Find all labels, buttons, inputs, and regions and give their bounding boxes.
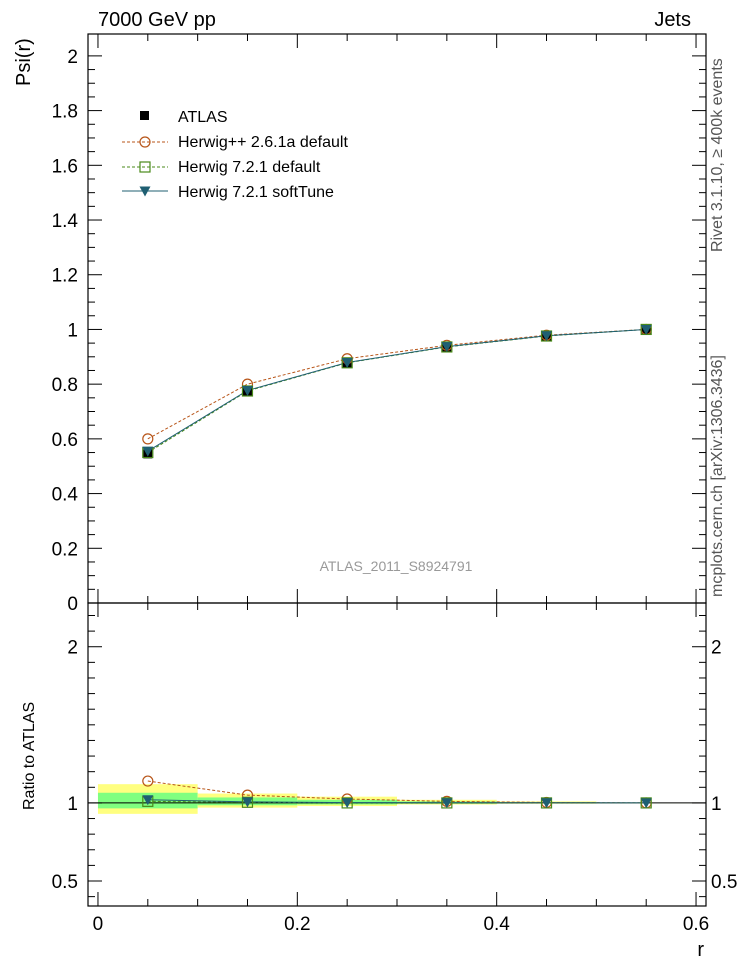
header-left: 7000 GeV pp: [98, 9, 216, 31]
main-ytick-label-6: 1.2: [52, 266, 78, 287]
main-point-3-3: [441, 342, 453, 353]
rivet-label: Rivet 3.1.10, ≥ 400k events: [709, 58, 726, 252]
main-point-3-5: [640, 324, 652, 335]
ratio-ytick-label-left-0: 0.5: [52, 872, 78, 893]
analysis-watermark: ATLAS_2011_S8924791: [320, 558, 473, 574]
main-ytick-label-8: 1.6: [52, 156, 78, 177]
legend-herwigpp-label: Herwig++ 2.6.1a default: [178, 134, 348, 151]
ratio-panel-frame: [87, 602, 707, 907]
main-ytick-label-5: 1: [67, 320, 78, 341]
main-point-3-1: [241, 385, 253, 396]
main-ytick-label-10: 2: [67, 47, 78, 68]
legend-herwig721-softtune-marker: [139, 186, 151, 197]
x-axis-label: r: [697, 939, 704, 961]
ratio-panel-ticks: 0.5 0.5 1 1 2 2 0 0.2 0.4 0.6: [52, 603, 737, 935]
ratio-point-2-3: [441, 798, 453, 809]
ratio-xtick-label-3: 0.6: [683, 914, 709, 935]
main-line-1: [147, 328, 647, 440]
ratio-y-axis-label: Ratio to ATLAS: [21, 702, 38, 810]
ratio-point-0-0: [142, 775, 154, 787]
legend-herwig721-default-marker: [139, 161, 151, 173]
main-ytick-label-1: 0.2: [52, 539, 78, 560]
legend-atlas-marker: [140, 111, 149, 120]
ratio-ytick-label-left-1: 1: [67, 794, 78, 815]
mcplots-label: mcplots.cern.ch [arXiv:1306.3436]: [709, 355, 726, 597]
main-ytick-label-7: 1.4: [52, 211, 79, 232]
legend-atlas-label: ATLAS: [178, 109, 228, 126]
legend-herwigpp-marker: [139, 136, 151, 148]
ratio-xtick-label-1: 0.2: [284, 914, 310, 935]
ratio-point-2-2: [341, 798, 353, 809]
ratio-point-2-5: [640, 798, 652, 809]
ratio-point-2-1: [241, 797, 253, 808]
main-point-1-0: [142, 433, 154, 445]
main-panel-ticks: 0 0.2 0.4 0.6 0.8 1 1.2 1.4 1.6 1.8 2: [52, 34, 706, 615]
ratio-ytick-label-right-2: 2: [711, 638, 722, 659]
main-point-3-0: [142, 446, 154, 457]
legend: ATLAS Herwig++ 2.6.1a default Herwig 7.2…: [122, 109, 348, 201]
ratio-panel-series: [142, 775, 652, 809]
main-panel-series: [142, 323, 652, 459]
legend-herwig721-default-label: Herwig 7.2.1 default: [178, 159, 321, 176]
main-ytick-label-4: 0.8: [52, 375, 78, 396]
main-ytick-label-3: 0.6: [52, 430, 78, 451]
main-line-3: [147, 328, 647, 452]
main-ytick-label-0: 0: [67, 594, 78, 615]
ratio-line-2: [147, 799, 647, 804]
ratio-xtick-label-2: 0.4: [483, 914, 510, 935]
ratio-ytick-label-right-0: 0.5: [711, 872, 737, 893]
ratio-xtick-label-0: 0: [93, 914, 104, 935]
main-point-3-4: [541, 331, 553, 342]
legend-herwig721-softtune-label: Herwig 7.2.1 softTune: [178, 184, 334, 201]
ratio-ytick-label-left-2: 2: [67, 638, 78, 659]
uncertainty-bands: [88, 784, 706, 814]
ratio-ytick-label-right-1: 1: [711, 794, 722, 815]
main-point-3-2: [341, 358, 353, 369]
ratio-point-2-0: [142, 795, 154, 806]
header-right: Jets: [654, 9, 691, 31]
ratio-point-2-4: [541, 798, 553, 809]
main-ytick-label-9: 1.8: [52, 102, 78, 123]
main-line-2: [147, 328, 647, 453]
main-y-axis-label: Psi(r): [13, 38, 35, 86]
main-ytick-label-2: 0.4: [52, 485, 79, 506]
